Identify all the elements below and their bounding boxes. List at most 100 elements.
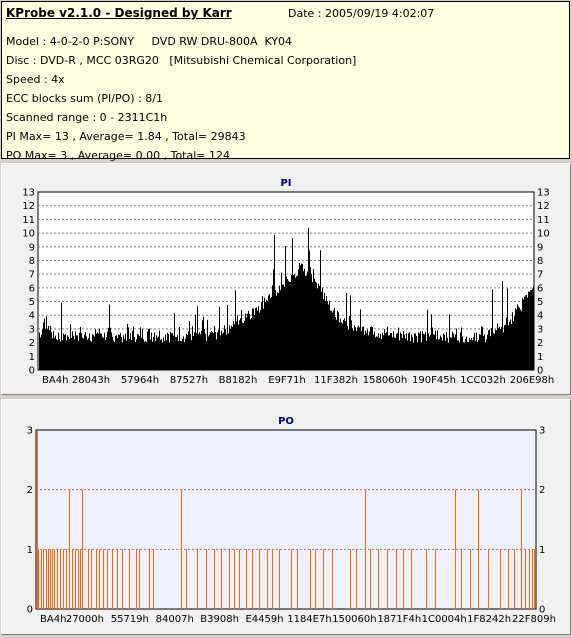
pi-bar — [347, 325, 348, 370]
pi-bar — [189, 320, 190, 370]
pi-bar — [93, 335, 94, 370]
pi-bar — [173, 335, 174, 370]
pi-bar — [441, 337, 442, 370]
pi-bar — [336, 319, 337, 370]
pi-bar — [399, 340, 400, 370]
pi-bar — [143, 339, 144, 370]
pi-bar — [363, 326, 364, 370]
pi-bar — [181, 341, 182, 370]
pi-bar — [371, 326, 372, 370]
pi-bar — [172, 332, 173, 370]
pi-bar — [208, 336, 209, 370]
pi-bar — [135, 342, 136, 370]
pi-bar — [433, 334, 434, 370]
pi-bar — [40, 337, 41, 370]
pi-bar — [66, 340, 67, 370]
pi-bar — [443, 333, 444, 370]
pi-bar — [292, 237, 293, 370]
pi-bar — [90, 340, 91, 370]
pi-ytick-right: 8 — [537, 256, 543, 267]
po-xtick: 55719h — [111, 614, 149, 625]
po-bar — [75, 549, 76, 609]
pi-xtick: E9F71h — [268, 375, 306, 386]
pi-bar — [196, 333, 197, 370]
pi-bar — [219, 306, 220, 370]
scan-date: Date : 2005/09/19 4:02:07 — [288, 7, 435, 20]
po-bar — [72, 549, 73, 609]
pi-bar — [381, 338, 382, 370]
po-bar — [91, 549, 92, 609]
pi-ytick-left: 11 — [22, 215, 35, 226]
pi-bar — [466, 336, 467, 370]
pi-bar — [60, 341, 61, 370]
pi-ytick-left: 4 — [29, 311, 35, 322]
po-bar — [186, 549, 187, 609]
pi-bar — [396, 333, 397, 370]
po-bar — [272, 549, 273, 609]
pi-bar — [423, 333, 424, 370]
po-xtick: 1184E7h — [287, 614, 331, 625]
pi-bar — [469, 337, 470, 370]
pi-bar — [484, 334, 485, 370]
po-bar — [370, 549, 371, 609]
pi-bar — [213, 333, 214, 370]
po-bar — [112, 549, 113, 609]
pi-bar — [492, 289, 493, 370]
pi-bar — [50, 325, 51, 370]
pi-bar — [285, 245, 286, 370]
po-bar — [426, 549, 427, 609]
pi-ytick-left: 13 — [22, 188, 35, 199]
pi-bar — [330, 310, 331, 370]
pi-bar — [224, 325, 225, 370]
pi-bar — [354, 325, 355, 370]
pi-bar — [278, 292, 279, 370]
pi-bar — [378, 333, 379, 370]
pi-bar — [303, 271, 304, 370]
po-bar — [50, 549, 51, 609]
pi-ytick-right: 12 — [537, 201, 550, 212]
pi-bar — [422, 330, 423, 370]
pi-bar — [434, 334, 435, 370]
po-bar — [234, 549, 235, 609]
pi-bar — [240, 318, 241, 370]
pi-bar — [109, 304, 110, 370]
po-bar — [149, 549, 150, 609]
pi-bar — [419, 333, 420, 370]
pi-bar — [254, 314, 255, 370]
pi-bar — [97, 332, 98, 370]
pi-bar — [456, 328, 457, 370]
pi-bar — [356, 331, 357, 370]
po-bar — [350, 549, 351, 609]
pi-bar — [421, 342, 422, 370]
pi-bar — [494, 333, 495, 370]
pi-bar — [281, 272, 282, 370]
pi-bar — [81, 332, 82, 370]
pi-bar — [386, 332, 387, 370]
pi-bar — [87, 339, 88, 370]
po-bar — [153, 549, 154, 609]
pi-bar — [74, 339, 75, 370]
pi-bar — [156, 335, 157, 370]
pi-bar — [295, 277, 296, 370]
pi-bar — [132, 330, 133, 370]
po-bar — [48, 549, 49, 609]
pi-bar — [56, 339, 57, 370]
pi-bar — [402, 337, 403, 370]
po-bar — [60, 549, 61, 609]
pi-bar — [98, 333, 99, 370]
pi-bar — [62, 340, 63, 370]
po-bar — [455, 489, 456, 609]
pi-bar — [460, 332, 461, 370]
pi-bar — [260, 309, 261, 370]
pi-bar — [52, 338, 53, 370]
pi-xtick: 158060h — [363, 375, 408, 386]
pi-bar — [398, 327, 399, 370]
pi-bar — [57, 340, 58, 370]
pi-bar — [205, 333, 206, 370]
pi-bar — [199, 332, 200, 370]
pi-bar — [393, 331, 394, 370]
pi-ytick-left: 1 — [29, 352, 35, 363]
pi-bar — [498, 328, 499, 370]
pi-bar — [141, 337, 142, 370]
